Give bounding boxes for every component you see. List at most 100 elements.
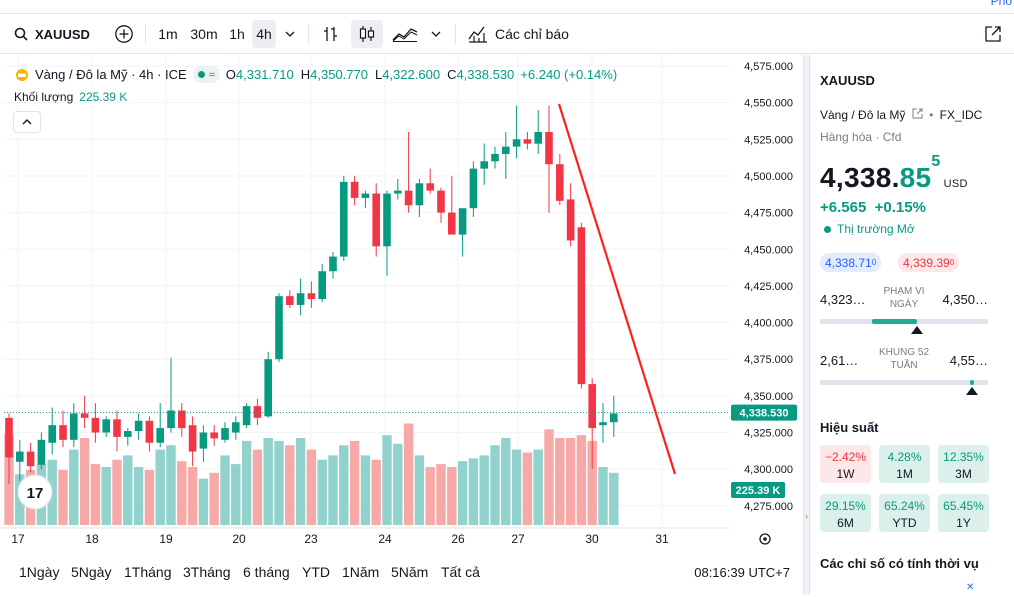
candle-body[interactable] [556, 164, 564, 201]
market-status-pill[interactable]: ≈ [192, 66, 220, 83]
candle-body[interactable] [16, 451, 24, 462]
interval-30m[interactable]: 30m [190, 26, 218, 42]
candle-body[interactable] [156, 428, 164, 443]
candle-body[interactable] [242, 406, 251, 426]
candle-body[interactable] [199, 432, 208, 449]
bar-replay-button[interactable] [316, 20, 346, 48]
time-tick-label: 18 [85, 532, 99, 546]
interval-4h[interactable]: 4h [252, 20, 276, 48]
candle-body[interactable] [307, 293, 316, 300]
candle-body[interactable] [566, 199, 575, 241]
range-5d[interactable]: 5Ngày [71, 564, 112, 580]
candle-body[interactable] [124, 431, 132, 437]
candle-body[interactable] [361, 193, 370, 198]
candle-body[interactable] [253, 406, 262, 418]
candle-body[interactable] [70, 413, 78, 440]
seasonal-title[interactable]: Các chỉ số có tính thời vụ [820, 556, 979, 571]
settings-gear-icon[interactable] [759, 533, 771, 545]
compare-symbol-button[interactable] [111, 20, 137, 48]
range-5y[interactable]: 5Năm [391, 564, 429, 580]
candle-body[interactable] [350, 181, 359, 198]
candle-body[interactable] [80, 413, 89, 418]
candle-body[interactable] [37, 439, 46, 465]
range-6m[interactable]: 6 tháng [243, 564, 290, 580]
candle-body[interactable] [5, 417, 13, 458]
performance-tile-ytd[interactable]: 65.24% YTD [879, 494, 930, 532]
panel-resize-handle[interactable] [803, 55, 810, 595]
candle-body[interactable] [448, 212, 456, 235]
candle-body[interactable] [26, 451, 35, 467]
performance-tile-3m[interactable]: 12.35% 3M [938, 445, 989, 483]
candle-body[interactable] [59, 425, 67, 440]
candle-body[interactable] [534, 131, 542, 144]
range-1d[interactable]: 1Ngày [19, 564, 60, 580]
range-all[interactable]: Tất cả [441, 564, 480, 580]
chart-type-area-button[interactable] [389, 20, 421, 48]
candle-body[interactable] [545, 131, 553, 165]
external-link-icon[interactable] [912, 108, 923, 119]
candle-body[interactable] [232, 422, 240, 433]
candle-body[interactable] [178, 410, 186, 429]
candle-body[interactable] [404, 190, 413, 206]
interval-1h[interactable]: 1h [229, 26, 245, 42]
candle-body[interactable] [113, 419, 121, 437]
candle-body[interactable] [437, 190, 445, 213]
candle-body[interactable] [426, 183, 434, 191]
range-ytd[interactable]: YTD [302, 564, 330, 580]
symbol-search[interactable]: XAUUSD [8, 20, 98, 48]
candle-body[interactable] [577, 227, 586, 385]
indicators-button[interactable]: Các chỉ báo [463, 20, 578, 48]
candle-body[interactable] [145, 420, 154, 443]
candle-body[interactable] [134, 420, 143, 432]
range-1y[interactable]: 1Năm [342, 564, 380, 580]
candle-body[interactable] [91, 417, 100, 433]
interval-1m[interactable]: 1m [158, 26, 178, 42]
candle-body[interactable] [296, 293, 305, 305]
chart-type-dropdown[interactable] [426, 20, 446, 48]
price-chart[interactable]: 4,575.000 4,550.000 4,525.000 4,500.000 4,47… [0, 55, 800, 552]
candle-body[interactable] [167, 410, 175, 429]
candle-body[interactable] [469, 168, 478, 209]
candle-body[interactable] [318, 271, 326, 300]
candle-body[interactable] [221, 428, 229, 440]
candle-body[interactable] [610, 413, 618, 423]
candle-body[interactable] [102, 419, 110, 433]
candle-body[interactable] [394, 190, 402, 194]
candle-body[interactable] [275, 296, 283, 360]
performance-tile-1y[interactable]: 65.45% 1Y [938, 494, 989, 532]
range-1m[interactable]: 1Tháng [124, 564, 172, 580]
time-zone-clock[interactable]: 08:16:39 UTC+7 [694, 565, 790, 580]
candle-body[interactable] [458, 208, 467, 235]
candle-body[interactable] [264, 359, 272, 417]
candle-body[interactable] [512, 139, 521, 147]
collapse-panel-chevron-icon[interactable]: › [805, 511, 808, 521]
open-in-new-window-button[interactable] [980, 20, 1006, 48]
candle-body[interactable] [188, 425, 197, 452]
candle-body[interactable] [502, 146, 510, 154]
candle-body[interactable] [480, 161, 488, 169]
candle-body[interactable] [523, 139, 532, 144]
chart-type-candles-button[interactable] [351, 20, 383, 48]
price-axis[interactable] [730, 55, 800, 528]
collapse-legend-button[interactable] [13, 111, 41, 133]
candle-body[interactable] [210, 432, 218, 439]
interval-dropdown[interactable] [280, 20, 300, 48]
trend-line-drawing[interactable] [557, 103, 677, 475]
performance-tile-6m[interactable]: 29.15% 6M [820, 494, 871, 532]
details-symbol[interactable]: XAUUSD [820, 73, 875, 88]
candle-body[interactable] [383, 193, 391, 247]
candle-body[interactable] [329, 256, 337, 272]
candle-body[interactable] [340, 181, 348, 257]
candle-body[interactable] [415, 183, 424, 206]
performance-tile-1m[interactable]: 4.28% 1M [879, 445, 930, 483]
market-status[interactable]: Thị trường Mở [824, 222, 915, 236]
candle-body[interactable] [372, 193, 380, 247]
performance-tile-1w[interactable]: −2.42% 1W [820, 445, 871, 483]
details-name[interactable]: Vàng / Đô la Mỹ [820, 108, 906, 122]
range-3m[interactable]: 3Tháng [183, 564, 231, 580]
candle-body[interactable] [491, 153, 499, 162]
candle-body[interactable] [588, 384, 596, 429]
candle-body[interactable] [48, 425, 56, 443]
candle-body[interactable] [286, 296, 294, 305]
candle-body[interactable] [599, 422, 607, 426]
